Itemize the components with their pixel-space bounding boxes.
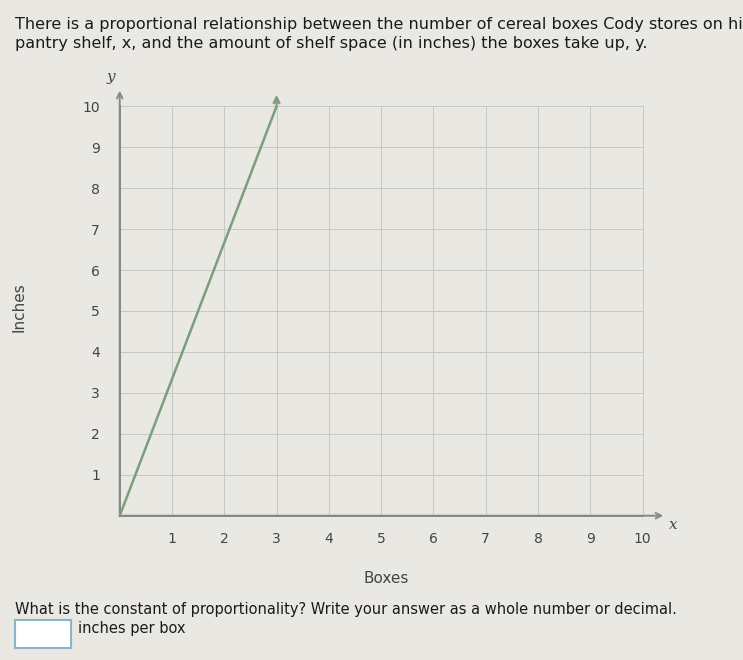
Text: inches per box: inches per box	[78, 621, 186, 636]
Text: There is a proportional relationship between the number of cereal boxes Cody sto: There is a proportional relationship bet…	[15, 16, 743, 32]
Text: y: y	[107, 70, 115, 84]
Text: Boxes: Boxes	[363, 571, 409, 586]
Text: pantry shelf, x, and the amount of shelf space (in inches) the boxes take up, y.: pantry shelf, x, and the amount of shelf…	[15, 36, 647, 51]
Text: x: x	[669, 517, 678, 532]
Text: What is the constant of proportionality? Write your answer as a whole number or : What is the constant of proportionality?…	[15, 602, 677, 617]
Text: Inches: Inches	[11, 282, 26, 332]
